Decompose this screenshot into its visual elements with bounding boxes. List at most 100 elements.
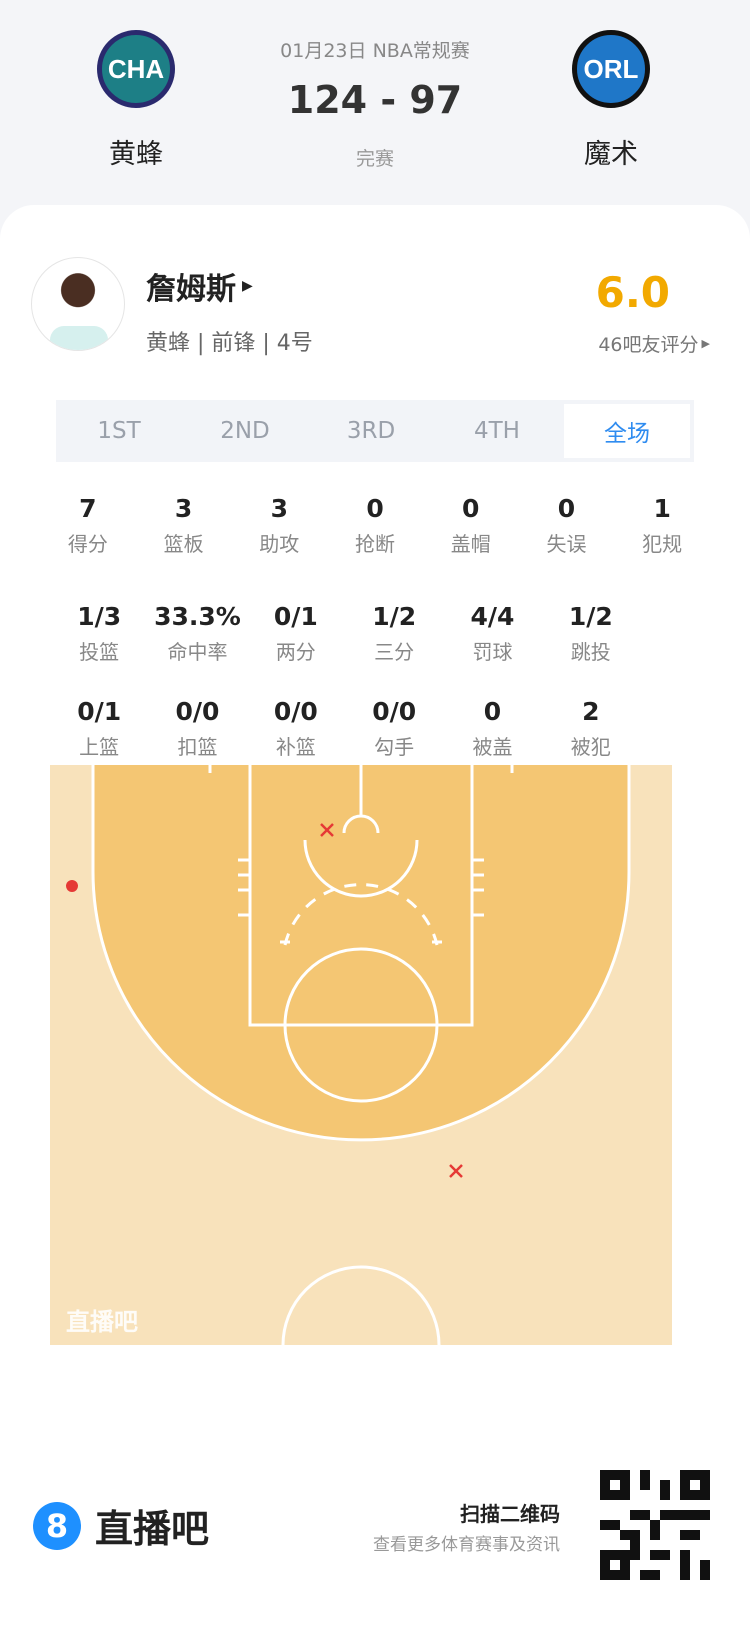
stat-label: 两分 [275, 640, 316, 664]
stat-label: 上篮 [79, 735, 120, 759]
stat-item: 0/1 两分 [247, 602, 345, 665]
stat-value: 2 [582, 697, 600, 726]
scan-subtitle: 查看更多体育赛事及资讯 [373, 1535, 560, 1555]
restricted-arc [303, 839, 419, 898]
tab-2nd[interactable]: 2ND [220, 418, 270, 444]
stat-label: 篮板 [163, 532, 204, 556]
stat-label: 勾手 [374, 735, 415, 759]
stat-label: 得分 [67, 532, 108, 556]
player-name-link[interactable]: 詹姆斯 ▶ [146, 264, 253, 308]
stat-item: 2 被犯 [542, 697, 640, 760]
stat-item: 1/2 三分 [345, 602, 443, 665]
stat-value: 4/4 [470, 602, 515, 631]
made-shot-marker [66, 880, 78, 892]
missed-shot-marker [449, 1164, 463, 1178]
tab-3rd[interactable]: 3RD [346, 418, 396, 444]
missed-shot-marker [320, 823, 334, 837]
stat-item: 0/0 勾手 [345, 697, 443, 760]
player-rating: 6.0 [595, 268, 670, 317]
scan-title: 扫描二维码 [460, 1502, 560, 1526]
stat-value: 0 [366, 494, 384, 523]
qr-code [600, 1470, 710, 1580]
three-point-area [93, 765, 629, 1140]
player-name: 詹姆斯 [146, 272, 236, 307]
tab-full-game[interactable]: 全场 [564, 404, 690, 458]
stat-value: 1/2 [568, 602, 613, 631]
stat-label: 犯规 [642, 532, 683, 556]
stat-label: 失误 [546, 532, 587, 556]
stat-item: 3 助攻 [231, 494, 327, 557]
stat-value: 7 [79, 494, 97, 523]
stat-value: 0/0 [175, 697, 220, 726]
stat-item: 0 盖帽 [423, 494, 519, 557]
stat-value: 0 [462, 494, 480, 523]
stat-item: 3 篮板 [136, 494, 232, 557]
stat-label: 抢断 [355, 532, 396, 556]
stat-item: 0/0 补篮 [247, 697, 345, 760]
stat-item: 1 犯规 [614, 494, 710, 557]
free-throw-dashed-arc [283, 883, 439, 946]
stat-item: 4/4 罚球 [443, 602, 541, 665]
stat-label: 补篮 [275, 735, 316, 759]
stat-label: 被盖 [472, 735, 513, 759]
stat-value: 0/0 [273, 697, 318, 726]
away-team-logo[interactable]: ORL [572, 30, 650, 108]
stat-label: 罚球 [472, 640, 513, 664]
stat-item: 0/1 上篮 [50, 697, 148, 760]
stat-value: 1/3 [77, 602, 122, 631]
free-throw-circle [283, 947, 439, 1103]
stat-item: 0/0 扣篮 [148, 697, 246, 760]
game-status: 完赛 [355, 148, 394, 170]
stats-row-shooting: 1/3 投篮 33.3% 命中率 0/1 两分 1/2 三分 4/4 罚球 1/2 跳投 [50, 602, 640, 665]
caret-right-icon: ▶ [701, 337, 710, 350]
stat-value: 33.3% [154, 602, 241, 631]
stat-item: 0 被盖 [443, 697, 541, 760]
stat-label: 投篮 [79, 640, 120, 664]
shot-chart-court: 直播吧 [50, 765, 672, 1345]
rating-count: 46吧友评分 [598, 334, 699, 356]
three-point-line [91, 765, 631, 1142]
stat-label: 三分 [374, 640, 415, 664]
stat-item: 33.3% 命中率 [148, 602, 246, 665]
stat-label: 命中率 [167, 640, 228, 664]
stat-label: 扣篮 [177, 735, 218, 759]
stat-value: 0 [483, 697, 502, 726]
stat-value: 3 [174, 494, 193, 523]
stat-item: 0 失误 [519, 494, 615, 557]
stat-value: 1 [653, 494, 671, 523]
stat-value: 3 [270, 494, 288, 523]
player-avatar[interactable] [31, 257, 125, 351]
stat-item: 0 抢断 [327, 494, 423, 557]
stat-value: 1/2 [372, 602, 417, 631]
center-circle [281, 1265, 441, 1345]
rim [342, 814, 380, 834]
stats-row-basic: 7 得分 3 篮板 3 助攻 0 抢断 0 盖帽 0 失误 1 犯规 [40, 494, 710, 557]
stat-label: 跳投 [570, 640, 611, 664]
stat-label: 盖帽 [450, 532, 491, 556]
home-team-name[interactable]: 黄蜂 [109, 139, 163, 170]
stat-value: 0 [557, 494, 576, 523]
stat-item: 7 得分 [40, 494, 136, 557]
period-tabs: 1ST 2ND 3RD 4TH 全场 [56, 400, 694, 462]
home-team-logo[interactable]: CHA [97, 30, 175, 108]
stat-value: 0/1 [273, 602, 318, 631]
brand-8-icon: 8 [33, 1501, 81, 1550]
brand-name: 直播吧 [95, 1507, 210, 1551]
stat-value: 0/0 [372, 697, 417, 726]
caret-right-icon: ▶ [242, 278, 253, 294]
stats-row-shot-types: 0/1 上篮 0/0 扣篮 0/0 补篮 0/0 勾手 0 被盖 2 被犯 [50, 697, 640, 760]
rating-link[interactable]: 46吧友评分 ▶ [598, 330, 710, 357]
court-watermark: 直播吧 [66, 1308, 138, 1336]
game-score: 124 - 97 [287, 78, 463, 122]
game-date-league: 01月23日 NBA常规赛 [280, 40, 470, 62]
stat-label: 被犯 [570, 735, 611, 759]
away-team-name[interactable]: 魔术 [584, 139, 638, 170]
tab-4th[interactable]: 4TH [474, 418, 520, 444]
lane [248, 765, 474, 1027]
stat-item: 1/2 跳投 [542, 602, 640, 665]
stat-value: 0/1 [77, 697, 122, 726]
stat-label: 助攻 [259, 532, 300, 556]
tab-1st[interactable]: 1ST [97, 418, 141, 444]
brand-logo: 8 直播吧 [33, 1498, 209, 1553]
stat-item: 1/3 投篮 [50, 602, 148, 665]
